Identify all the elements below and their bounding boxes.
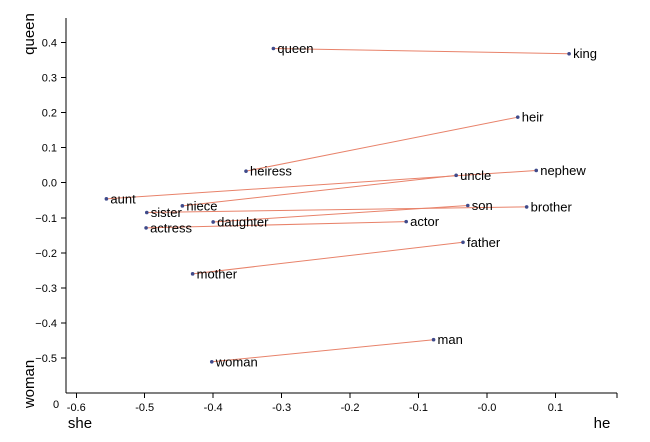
- pair-lines: [106, 47, 570, 363]
- point-actress: [144, 226, 148, 230]
- x-axis-left-label: she: [68, 415, 92, 432]
- point-label-heiress: heiress: [250, 164, 292, 179]
- y-tick-label: −0.3: [35, 283, 57, 295]
- y-axis-top-label: queen: [21, 13, 38, 55]
- x-tick-label: -0.0: [477, 402, 496, 414]
- axes: 0.4 0.3 0.2 0.1 0.0 −0.1 −0.2 −0.3 −0.4 −0.5 -0.6 -…: [35, 18, 618, 414]
- y-tick-label: −0.1: [35, 213, 57, 225]
- point-label-king: king: [573, 46, 597, 61]
- y-tick-label: −0.4: [35, 318, 57, 330]
- x-tick-label: -0.5: [135, 402, 154, 414]
- pair-line-heiress-heir: [245, 116, 518, 172]
- x-tick-label: -0.6: [67, 402, 86, 414]
- axis-titles: queen woman she he 0: [21, 13, 610, 432]
- point-label-aunt: aunt: [110, 191, 136, 206]
- pair-line-niece-uncle: [182, 174, 457, 207]
- point-brother: [524, 205, 529, 209]
- x-tick-label: -0.2: [341, 402, 360, 414]
- y-tick-label: −0.5: [35, 353, 57, 365]
- point-label-son: son: [472, 198, 493, 213]
- point-label-woman: woman: [215, 354, 258, 369]
- point-label-niece: niece: [186, 198, 217, 213]
- point-label-daughter: daughter: [217, 214, 269, 229]
- pair-line-queen-king: [273, 47, 570, 55]
- x-tick-label: -0.4: [204, 402, 223, 414]
- data-points: queen king heir heiress uncle nephew aunt niece…: [104, 41, 597, 369]
- point-uncle: [454, 173, 458, 178]
- y-tick-label: −0.2: [35, 248, 57, 260]
- point-label-nephew: nephew: [540, 163, 586, 178]
- point-son: [465, 203, 470, 208]
- point-daughter: [211, 220, 215, 224]
- y-tick-label: 0.4: [42, 38, 57, 50]
- x-axis-origin-label: 0: [53, 399, 59, 411]
- y-tick-label: 0.2: [42, 108, 57, 120]
- point-woman: [209, 360, 214, 364]
- pair-line-aunt-nephew: [106, 169, 537, 200]
- x-tick-label: -0.3: [272, 402, 291, 414]
- pair-line-mother-father: [192, 241, 464, 275]
- pair-line-sister-brother: [146, 206, 527, 214]
- point-label-man: man: [438, 332, 463, 347]
- point-label-brother: brother: [531, 199, 573, 214]
- point-label-actor: actor: [410, 214, 440, 229]
- point-label-heir: heir: [522, 110, 544, 125]
- point-label-uncle: uncle: [460, 168, 491, 183]
- point-father: [461, 240, 465, 245]
- point-king: [567, 51, 571, 56]
- point-niece: [180, 204, 185, 208]
- x-tick-label: 0.1: [548, 402, 563, 414]
- point-heir: [515, 115, 520, 119]
- point-label-sister: sister: [151, 205, 183, 220]
- y-tick-label: 0.0: [42, 178, 57, 190]
- point-mother: [190, 272, 195, 276]
- pair-line-actress-actor: [146, 221, 407, 229]
- x-axis-right-label: he: [594, 415, 611, 432]
- point-label-queen: queen: [277, 41, 313, 56]
- point-actor: [404, 219, 408, 224]
- pair-line-daughter-son: [213, 205, 468, 223]
- x-tick-label: -0.1: [409, 402, 428, 414]
- point-label-father: father: [467, 235, 501, 250]
- point-label-mother: mother: [197, 266, 238, 281]
- point-nephew: [534, 168, 539, 173]
- point-sister: [144, 210, 149, 215]
- y-tick-label: 0.1: [42, 143, 57, 155]
- point-man: [431, 337, 436, 342]
- point-heiress: [244, 169, 248, 173]
- y-tick-label: 0.3: [42, 73, 57, 85]
- point-label-actress: actress: [150, 220, 192, 235]
- pair-line-woman-man: [211, 339, 434, 363]
- y-axis-bottom-label: woman: [21, 360, 38, 409]
- point-queen: [271, 46, 276, 51]
- point-aunt: [104, 197, 109, 201]
